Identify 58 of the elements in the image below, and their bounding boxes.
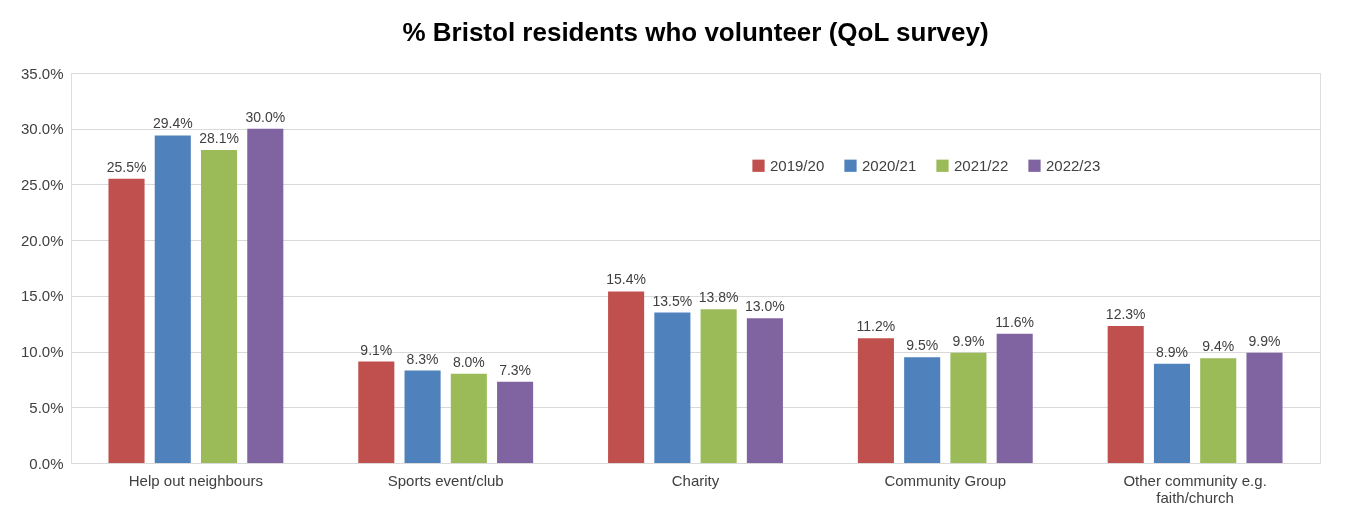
data-label: 11.2% xyxy=(856,318,896,335)
bar xyxy=(1200,358,1237,463)
x-tick-label: Community Group xyxy=(884,471,1007,489)
legend-label: 2022/23 xyxy=(1046,156,1101,174)
data-label: 9.4% xyxy=(1202,338,1235,355)
data-label: 25.5% xyxy=(106,158,147,175)
bar xyxy=(358,361,395,463)
bar xyxy=(247,128,284,463)
data-label: 29.4% xyxy=(152,115,193,132)
bar xyxy=(654,312,691,463)
y-tick-label: 25.0% xyxy=(20,175,64,193)
data-label: 12.3% xyxy=(1105,305,1146,322)
bar xyxy=(450,373,487,463)
data-label: 9.1% xyxy=(360,341,393,358)
y-tick-label: 15.0% xyxy=(20,287,64,305)
legend-label: 2021/22 xyxy=(954,156,1009,174)
y-tick-label: 10.0% xyxy=(20,343,64,361)
data-label: 9.9% xyxy=(952,332,985,349)
bar xyxy=(497,381,534,463)
x-tick-label: Other community e.g. faith/church xyxy=(1123,471,1267,506)
data-label: 11.6% xyxy=(995,313,1035,330)
bar xyxy=(857,338,894,463)
data-label: 7.3% xyxy=(499,361,532,378)
bar xyxy=(1246,352,1283,463)
bar xyxy=(904,357,941,463)
bar xyxy=(996,333,1033,463)
bar xyxy=(200,149,238,463)
data-label: 9.5% xyxy=(906,337,939,354)
bar xyxy=(700,309,737,463)
y-tick-label: 20.0% xyxy=(20,231,64,249)
bar xyxy=(404,370,441,463)
bar xyxy=(608,291,645,463)
data-label: 8.0% xyxy=(452,353,485,370)
x-tick-label: Help out neighbours xyxy=(128,471,264,489)
y-tick-label: 35.0% xyxy=(20,64,64,82)
chart-title: % Bristol residents who volunteer (QoL survey) xyxy=(402,17,989,47)
data-label: 13.5% xyxy=(652,292,693,309)
data-label: 13.0% xyxy=(745,298,785,315)
bar xyxy=(1153,363,1191,463)
y-tick-label: 30.0% xyxy=(20,120,64,138)
y-tick-label: 5.0% xyxy=(29,398,64,416)
bar xyxy=(746,318,783,463)
legend-label: 2019/20 xyxy=(770,156,825,174)
data-label: 15.4% xyxy=(606,271,646,288)
data-label: 9.9% xyxy=(1248,332,1281,349)
data-label: 28.1% xyxy=(199,129,239,146)
bar xyxy=(154,135,191,463)
bar xyxy=(1107,325,1144,463)
x-tick-label: Sports event/club xyxy=(387,471,504,489)
bar xyxy=(950,352,987,463)
bar xyxy=(108,178,145,463)
legend-label: 2020/21 xyxy=(862,156,917,174)
data-label: 8.3% xyxy=(406,350,439,367)
data-label: 13.8% xyxy=(698,289,739,306)
x-tick-label: Charity xyxy=(671,471,720,489)
data-label: 30.0% xyxy=(245,108,286,125)
data-label: 8.9% xyxy=(1156,343,1188,360)
y-tick-label: 0.0% xyxy=(29,454,64,472)
